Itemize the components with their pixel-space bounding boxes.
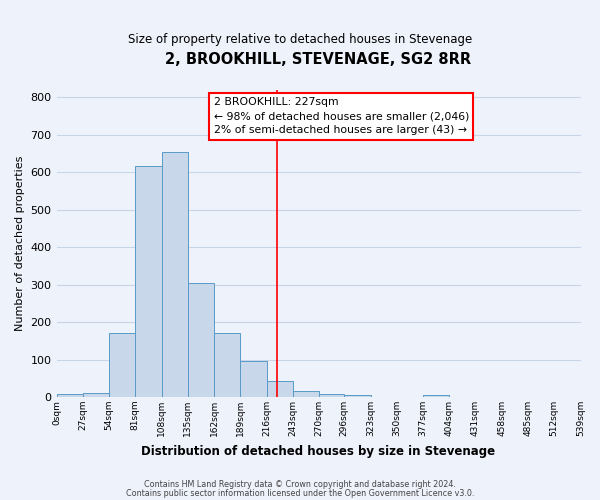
- Bar: [188, 282, 214, 397]
- Text: 2 BROOKHILL: 227sqm
← 98% of detached houses are smaller (2,046)
2% of semi-deta: 2 BROOKHILL: 227sqm ← 98% of detached ho…: [214, 97, 469, 135]
- Text: Contains public sector information licensed under the Open Government Licence v3: Contains public sector information licen…: [126, 488, 474, 498]
- Y-axis label: Number of detached properties: Number of detached properties: [15, 156, 25, 331]
- Bar: [319, 394, 344, 397]
- Bar: [56, 394, 83, 397]
- Bar: [266, 382, 293, 397]
- Text: Size of property relative to detached houses in Stevenage: Size of property relative to detached ho…: [128, 32, 472, 46]
- Bar: [293, 392, 319, 397]
- Bar: [161, 152, 188, 397]
- Bar: [344, 395, 371, 397]
- X-axis label: Distribution of detached houses by size in Stevenage: Distribution of detached houses by size …: [142, 444, 496, 458]
- Bar: [214, 332, 240, 397]
- Bar: [135, 166, 161, 397]
- Text: Contains HM Land Registry data © Crown copyright and database right 2024.: Contains HM Land Registry data © Crown c…: [144, 480, 456, 489]
- Bar: [83, 392, 109, 397]
- Bar: [423, 395, 449, 397]
- Title: 2, BROOKHILL, STEVENAGE, SG2 8RR: 2, BROOKHILL, STEVENAGE, SG2 8RR: [166, 52, 472, 68]
- Bar: [240, 360, 266, 397]
- Bar: [109, 332, 135, 397]
